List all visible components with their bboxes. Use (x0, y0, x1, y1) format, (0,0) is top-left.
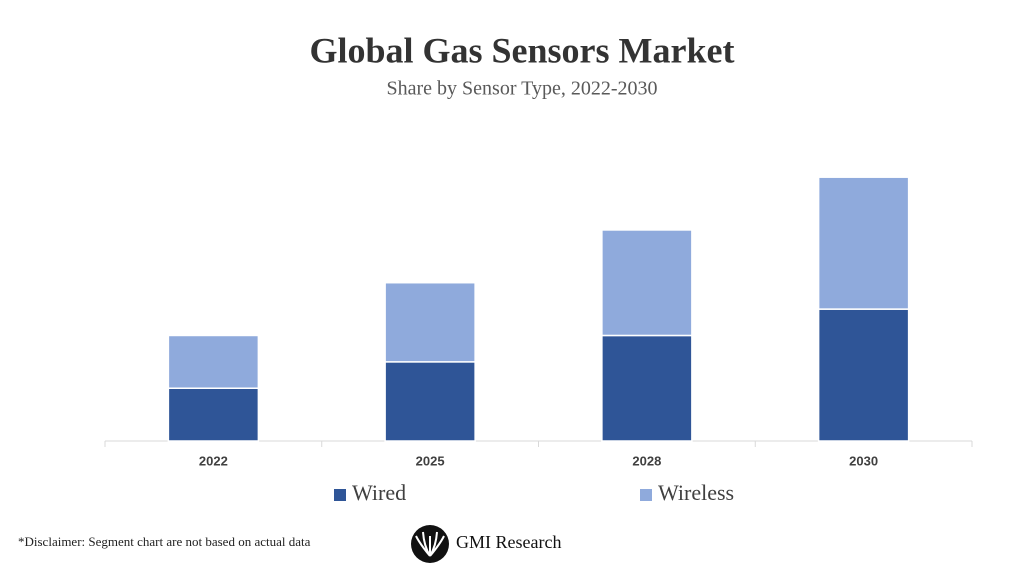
x-tick-label: 2028 (632, 453, 661, 468)
bar-segment (601, 334, 693, 442)
bar-segment (817, 308, 910, 442)
bar-segment (601, 229, 693, 337)
bar-segment (384, 281, 476, 363)
chart-subtitle: Share by Sensor Type, 2022-2030 (387, 78, 658, 100)
legend-label: Wired (352, 480, 406, 505)
legend-label: Wireless (658, 480, 734, 505)
x-tick-label: 2025 (416, 453, 445, 468)
brand-logo (411, 525, 449, 563)
legend-swatch (640, 489, 652, 501)
bar-segment (817, 176, 910, 310)
chart-title: Global Gas Sensors Market (309, 30, 734, 70)
x-tick-label: 2022 (199, 453, 228, 468)
bar-segment (167, 334, 260, 389)
legend-swatch (334, 489, 346, 501)
bar-segment (167, 387, 260, 442)
brand-name: GMI Research (456, 532, 561, 552)
disclaimer: *Disclaimer: Segment chart are not based… (18, 534, 311, 549)
x-tick-label: 2030 (849, 453, 878, 468)
bar-segment (384, 361, 476, 442)
logo-icon (415, 531, 445, 557)
